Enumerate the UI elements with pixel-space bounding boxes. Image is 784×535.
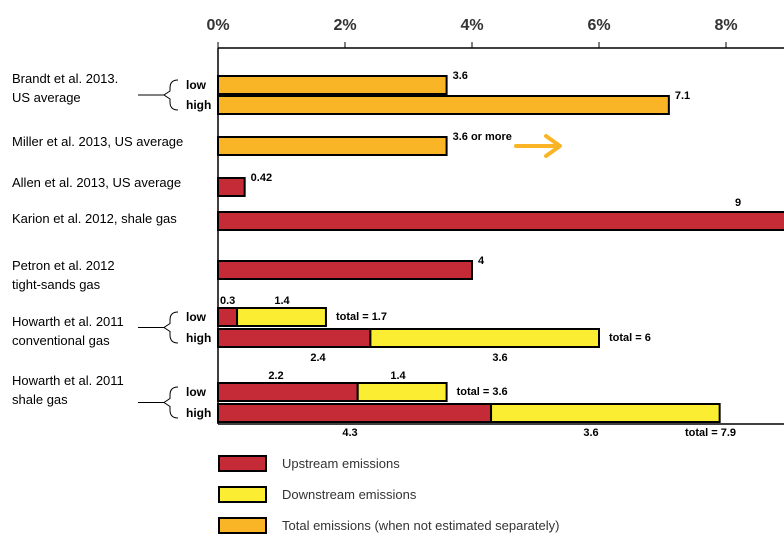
bracket: [163, 386, 179, 419]
study-label: conventional gas: [12, 333, 110, 348]
bracket: [163, 311, 179, 344]
bar-sublabel: high: [186, 331, 211, 345]
data-label: 3.6: [492, 352, 507, 364]
bar-segment-downstream: [236, 307, 327, 327]
data-label: 3.6: [583, 427, 598, 439]
bar-segment-upstream: [217, 328, 372, 348]
bar-segment-upstream: [217, 382, 359, 402]
bar-segment-upstream: [217, 260, 473, 280]
bar-sublabel: low: [186, 310, 207, 324]
bar-segment-upstream: [217, 177, 246, 197]
bar-segment-downstream: [369, 328, 600, 348]
data-label: 3.6: [453, 70, 468, 82]
data-label: 1.4: [274, 295, 290, 307]
data-label: 7.1: [675, 90, 690, 102]
bar-segment-upstream: [217, 307, 239, 327]
x-tick-label: 0%: [206, 17, 229, 34]
arrow-head-icon: [544, 134, 562, 158]
bar-sublabel: high: [186, 98, 211, 112]
legend-label: Upstream emissions: [282, 456, 400, 471]
total-label: total = 6: [609, 332, 651, 344]
data-label: 4.3: [342, 427, 357, 439]
legend-swatch-total: [218, 517, 267, 534]
bar-segment-upstream: [217, 211, 784, 231]
total-label: total = 3.6: [457, 386, 508, 398]
data-label: 1.4: [390, 370, 406, 382]
study-label: Howarth et al. 2011: [12, 314, 124, 329]
total-label: total = 1.7: [336, 311, 387, 323]
data-label: 0.42: [251, 172, 272, 184]
legend-label: Downstream emissions: [282, 487, 417, 502]
bar-segment-total: [217, 136, 448, 156]
bar-sublabel: low: [186, 78, 207, 92]
study-label: Petron et al. 2012: [12, 258, 115, 273]
study-label: Brandt et al. 2013.: [12, 71, 118, 86]
x-tick-label: 6%: [587, 17, 610, 34]
data-label: 0.3: [220, 295, 235, 307]
bar-sublabel: high: [186, 406, 211, 420]
label-layer: Brandt et al. 2013. US average low 3.6 high 7…: [12, 70, 741, 439]
x-tick-label: 4%: [460, 17, 483, 34]
study-label: Allen et al. 2013, US average: [12, 175, 181, 190]
legend-label: Total emissions (when not estimated sepa…: [282, 518, 559, 533]
study-label: shale gas: [12, 392, 68, 407]
bar-sublabel: low: [186, 385, 207, 399]
total-label: total = 7.9: [685, 427, 736, 439]
study-label: US average: [12, 90, 81, 105]
data-label: 2.2: [268, 370, 283, 382]
bar-layer: [217, 75, 784, 423]
bar-segment-upstream: [217, 403, 493, 423]
bracket: [163, 79, 179, 111]
legend-swatch-downstream: [218, 486, 267, 503]
study-label: Howarth et al. 2011: [12, 373, 124, 388]
bar-segment-downstream: [490, 403, 721, 423]
legend-swatch-upstream: [218, 455, 267, 472]
x-tick-label: 8%: [714, 17, 737, 34]
x-tick-label: 2%: [333, 17, 356, 34]
bar-segment-downstream: [356, 382, 448, 402]
bar-segment-total: [217, 75, 448, 95]
data-label: 2.4: [310, 352, 326, 364]
data-label: 3.6 or more: [453, 131, 512, 143]
study-label: tight-sands gas: [12, 277, 101, 292]
data-label: 4: [478, 255, 485, 267]
legend: Upstream emissions Downstream emissions To…: [218, 455, 559, 534]
bar-segment-total: [217, 95, 670, 115]
study-label: Karion et al. 2012, shale gas: [12, 211, 177, 226]
data-label: 9: [735, 197, 741, 209]
study-label: Miller et al. 2013, US average: [12, 134, 183, 149]
